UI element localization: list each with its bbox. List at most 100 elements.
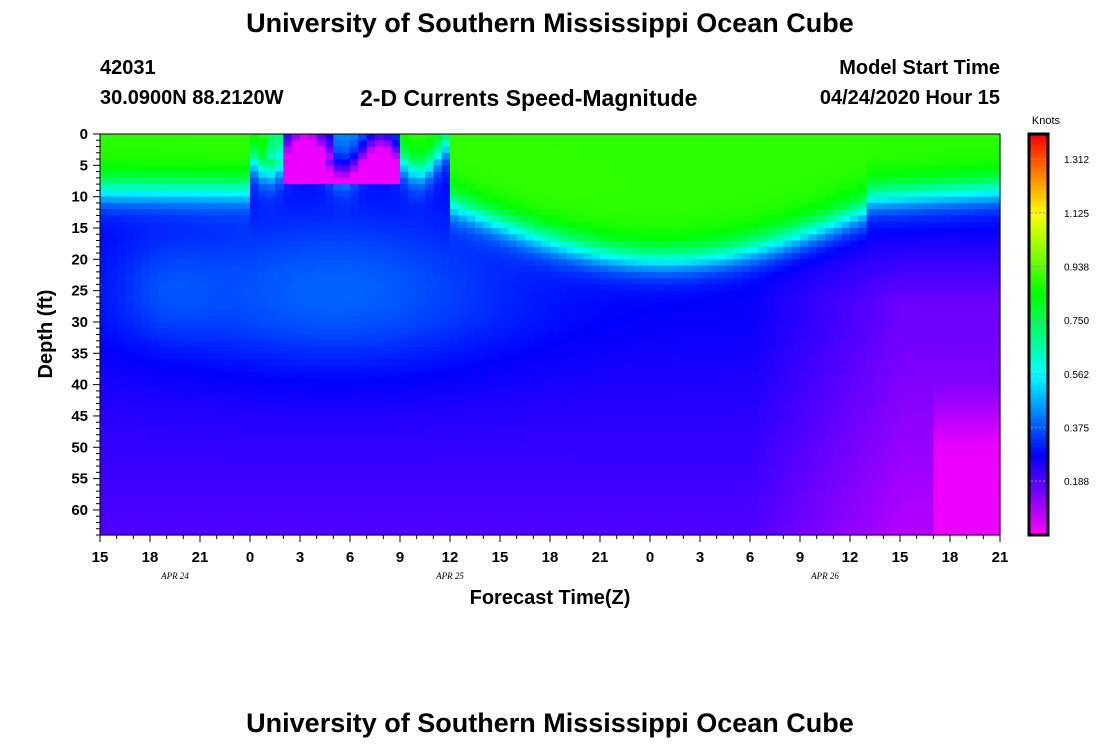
heatmap-cell xyxy=(700,202,709,210)
heatmap-cell xyxy=(375,372,384,379)
heatmap-cell xyxy=(408,353,418,361)
heatmap-cell xyxy=(691,315,701,323)
heatmap-cell xyxy=(200,453,209,461)
heatmap-cell xyxy=(541,372,551,379)
heatmap-cell xyxy=(375,296,384,304)
heatmap-cell xyxy=(108,328,118,336)
heatmap-cell xyxy=(233,146,243,154)
heatmap-cell xyxy=(450,290,459,298)
heatmap-cell xyxy=(666,409,676,417)
heatmap-cell xyxy=(575,134,584,141)
heatmap-cell xyxy=(341,271,351,279)
heatmap-cell xyxy=(316,497,326,505)
heatmap-cell xyxy=(725,328,734,336)
heatmap-cell xyxy=(708,278,718,285)
heatmap-cell xyxy=(166,415,176,423)
heatmap-cell xyxy=(216,528,226,536)
heatmap-cell xyxy=(191,453,201,461)
heatmap-cell xyxy=(558,184,568,191)
heatmap-cell xyxy=(491,146,501,154)
heatmap-cell xyxy=(425,365,434,373)
heatmap-cell xyxy=(641,240,651,248)
heatmap-cell xyxy=(358,409,368,417)
heatmap-cell xyxy=(600,459,609,467)
heatmap-cell xyxy=(275,397,284,405)
heatmap-cell xyxy=(250,428,259,436)
heatmap-cell xyxy=(641,246,651,254)
heatmap-cell xyxy=(450,403,459,411)
heatmap-cell xyxy=(216,234,226,242)
heatmap-cell xyxy=(125,522,134,530)
heatmap-cell xyxy=(358,497,368,505)
heatmap-cell xyxy=(466,209,476,217)
heatmap-cell xyxy=(458,328,468,336)
heatmap-cell xyxy=(108,397,118,405)
heatmap-cell xyxy=(716,428,726,436)
heatmap-cell xyxy=(233,152,243,160)
heatmap-cell xyxy=(666,290,676,298)
heatmap-cell xyxy=(608,221,618,229)
heatmap-cell xyxy=(583,497,593,505)
heatmap-cell xyxy=(458,397,468,405)
heatmap-cell xyxy=(358,328,368,336)
heatmap-cell xyxy=(575,422,584,430)
heatmap-cell xyxy=(475,365,484,373)
heatmap-cell xyxy=(475,296,484,304)
heatmap-cell xyxy=(650,134,659,141)
heatmap-cell xyxy=(483,378,493,386)
heatmap-cell xyxy=(158,234,168,242)
heatmap-cell xyxy=(658,422,668,430)
heatmap-cell xyxy=(591,372,601,379)
heatmap-cell xyxy=(708,428,718,436)
heatmap-cell xyxy=(366,315,376,323)
heatmap-cell xyxy=(283,196,293,204)
heatmap-cell xyxy=(108,372,118,379)
heatmap-cell xyxy=(566,428,576,436)
heatmap-cell xyxy=(716,309,726,317)
heatmap-cell xyxy=(400,284,409,292)
heatmap-cell xyxy=(191,315,201,323)
heatmap-cell xyxy=(608,491,618,499)
heatmap-cell xyxy=(600,303,609,311)
heatmap-cell xyxy=(250,134,259,141)
heatmap-cell xyxy=(625,309,634,317)
heatmap-cell xyxy=(600,271,609,279)
heatmap-cell xyxy=(125,347,134,354)
heatmap-cell xyxy=(350,202,359,210)
heatmap-cell xyxy=(350,497,359,505)
heatmap-cell xyxy=(158,134,168,141)
heatmap-cell xyxy=(325,422,334,430)
heatmap-cell xyxy=(241,265,251,273)
heatmap-cell xyxy=(316,516,326,524)
heatmap-cell xyxy=(683,415,693,423)
heatmap-cell xyxy=(700,403,709,411)
heatmap-cell xyxy=(725,271,734,279)
heatmap-cell xyxy=(483,415,493,423)
heatmap-cell xyxy=(166,146,176,154)
heatmap-cell xyxy=(208,441,218,448)
heatmap-cell xyxy=(183,253,193,260)
heatmap-cell xyxy=(741,184,751,191)
heatmap-cell xyxy=(391,209,401,217)
heatmap-cell xyxy=(691,202,701,210)
heatmap-cell xyxy=(425,309,434,317)
heatmap-cell xyxy=(600,491,609,499)
heatmap-cell xyxy=(733,209,743,217)
heatmap-cell xyxy=(541,384,551,392)
heatmap-cell xyxy=(225,209,234,217)
heatmap-cell xyxy=(366,503,376,511)
heatmap-cell xyxy=(641,271,651,279)
heatmap-cell xyxy=(566,215,576,223)
heatmap-cell xyxy=(566,528,576,536)
heatmap-cell xyxy=(533,447,543,455)
heatmap-cell xyxy=(375,522,384,530)
heatmap-cell xyxy=(516,472,526,480)
heatmap-cell xyxy=(100,447,109,455)
heatmap-cell xyxy=(575,215,584,223)
heatmap-cell xyxy=(466,146,476,154)
heatmap-cell xyxy=(208,422,218,430)
heatmap-cell xyxy=(550,296,559,304)
heatmap-cell xyxy=(391,422,401,430)
heatmap-cell xyxy=(616,447,626,455)
heatmap-cell xyxy=(441,497,451,505)
